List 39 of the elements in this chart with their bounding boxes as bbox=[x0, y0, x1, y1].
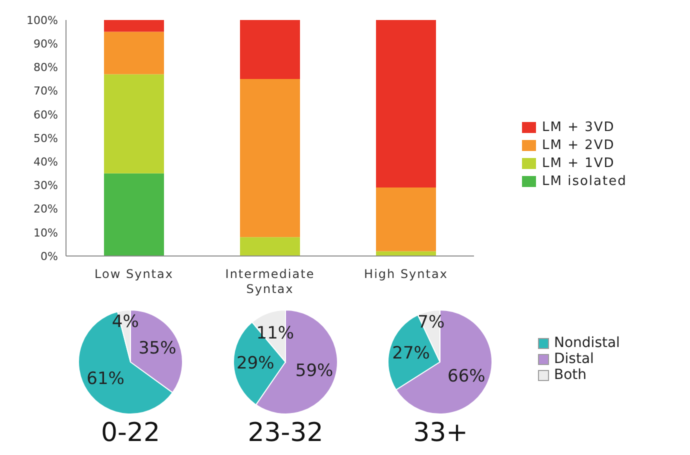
bar bbox=[104, 74, 164, 174]
bar bbox=[240, 237, 300, 256]
bar bbox=[376, 20, 436, 188]
text: 0-22 bbox=[100, 418, 161, 448]
x-tick-label: Low Syntax bbox=[94, 267, 174, 281]
y-tick-label: 100% bbox=[26, 14, 58, 27]
bar bbox=[104, 173, 164, 256]
y-tick-label: 90% bbox=[34, 38, 58, 51]
bar bbox=[240, 20, 300, 79]
x-tick-label: High Syntax bbox=[364, 267, 448, 281]
y-tick-label: 50% bbox=[34, 132, 58, 145]
legend-label: LM + 2VD bbox=[542, 138, 615, 152]
data-label: 27% bbox=[392, 344, 430, 364]
bar bbox=[240, 79, 300, 238]
legend-label: Both bbox=[554, 367, 587, 383]
legend-label: LM + 3VD bbox=[542, 120, 615, 134]
bar bbox=[104, 20, 164, 32]
legend-label: LM isolated bbox=[542, 174, 627, 188]
data-label: 35% bbox=[138, 338, 176, 358]
y-tick-label: 80% bbox=[34, 61, 58, 74]
text: 23-32 bbox=[246, 418, 324, 448]
data-label: 29% bbox=[236, 353, 274, 374]
legend-label: Nondistal bbox=[554, 335, 620, 351]
legend-label: LM + 1VD bbox=[542, 156, 615, 170]
data-label: 61% bbox=[86, 368, 124, 389]
y-tick-label: 70% bbox=[34, 84, 58, 98]
bar bbox=[104, 32, 164, 74]
y-tick-label: 40% bbox=[34, 156, 58, 169]
y-tick-label: 30% bbox=[34, 179, 58, 192]
data-label: 59% bbox=[295, 360, 334, 381]
y-tick-label: 60% bbox=[34, 108, 58, 122]
bar bbox=[376, 188, 436, 252]
legend-label: Distal bbox=[554, 351, 594, 367]
data-label: 66% bbox=[448, 366, 486, 387]
y-tick-label: 10% bbox=[34, 226, 58, 240]
x-tick-label: Intermediate Syntax bbox=[225, 267, 315, 296]
y-tick-label: 0% bbox=[40, 250, 58, 263]
text: 33+ bbox=[412, 418, 469, 448]
y-tick-label: 20% bbox=[34, 202, 58, 216]
